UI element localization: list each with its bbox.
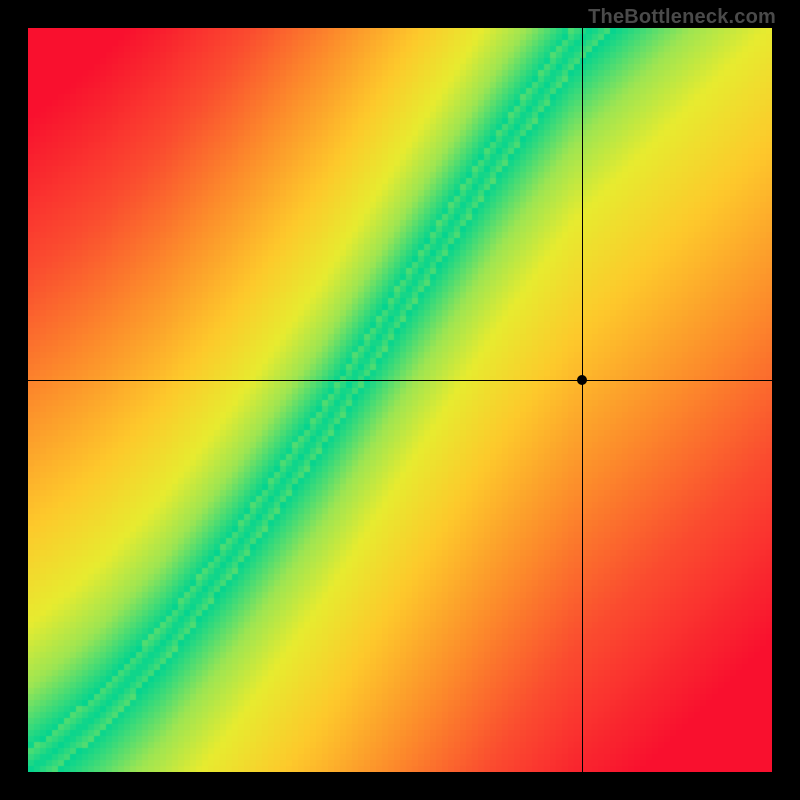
- crosshair-marker: [577, 375, 587, 385]
- crosshair-vertical: [582, 28, 583, 772]
- crosshair-horizontal: [28, 380, 772, 381]
- bottleneck-heatmap: [28, 28, 772, 772]
- heatmap-canvas: [28, 28, 772, 772]
- watermark-text: TheBottleneck.com: [588, 6, 776, 29]
